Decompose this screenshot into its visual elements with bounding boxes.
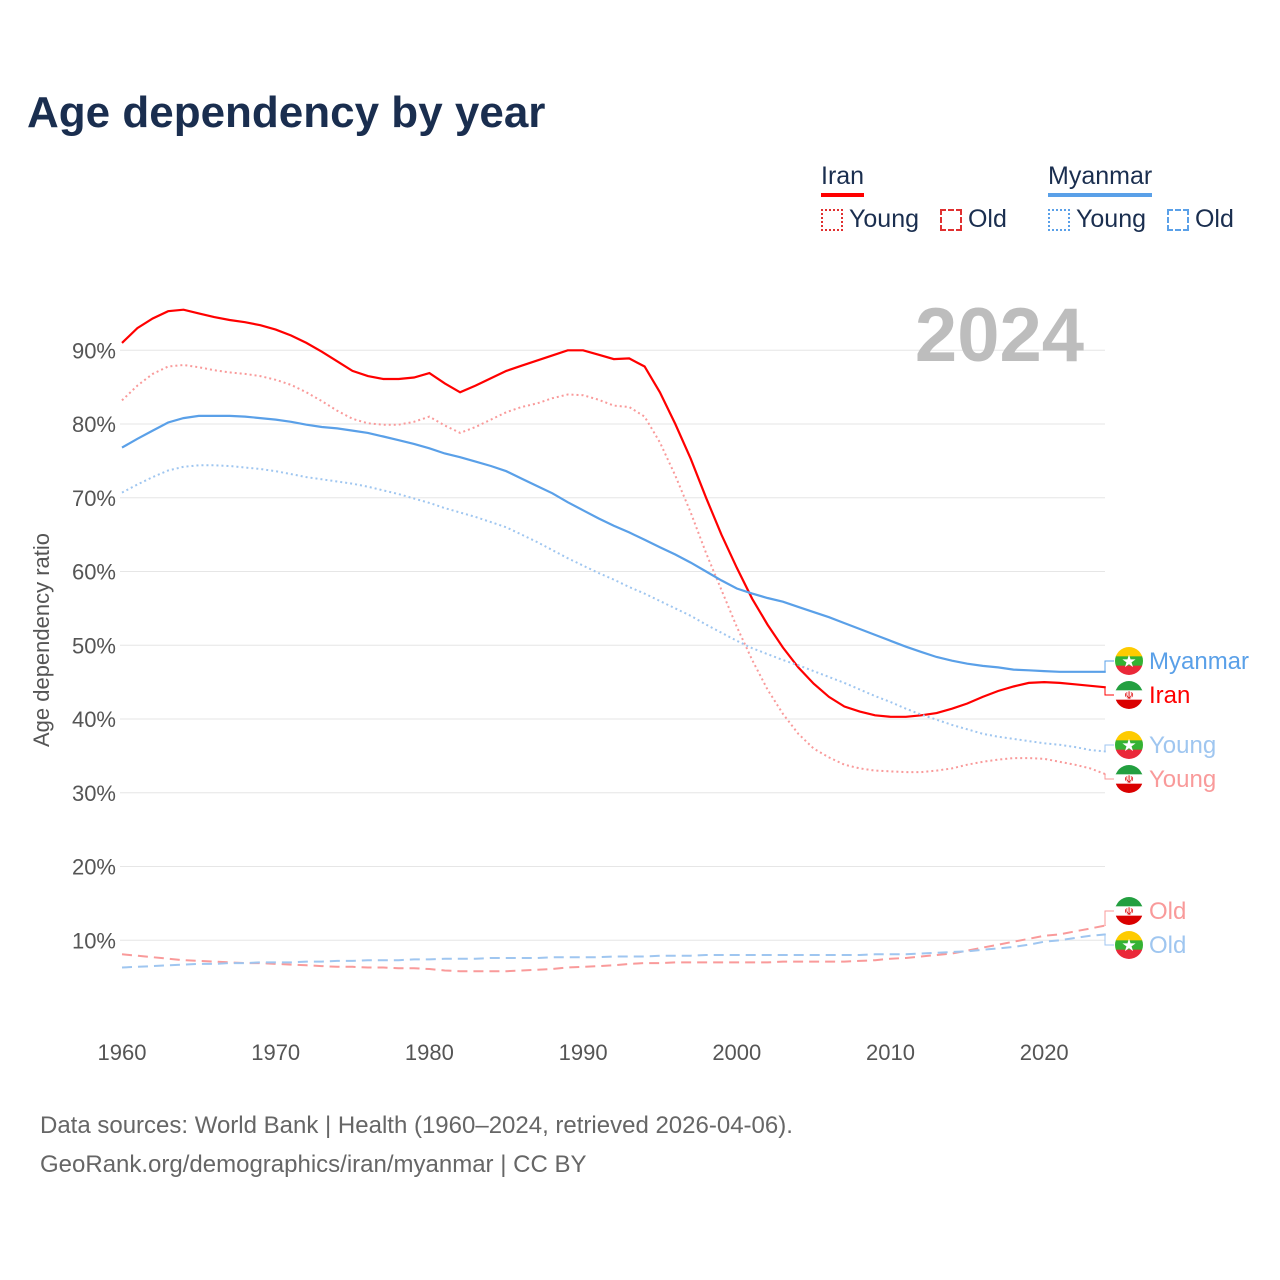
flag-emblem: ☫ [1124,774,1134,786]
flag-stripe [1115,665,1143,675]
legend-text: Old [1194,205,1234,233]
label-connector [1104,686,1114,696]
x-tick-label: 1990 [559,1040,608,1065]
legend-text: Young [849,205,919,233]
flag-emblem: ☫ [1124,690,1134,702]
flag-stripe [1115,915,1143,925]
legend-item-myanmar-young: Young [1048,205,1146,234]
y-axis-label: Age dependency ratio [29,532,54,748]
series-line-iran [121,308,1106,718]
legend-text: Young [1076,205,1146,233]
series-end-label: Young [1149,766,1216,793]
flag-star: ★ [1121,652,1136,671]
flag-stripe [1115,699,1143,709]
legend-group-myanmar: Myanmar Young Old [1048,162,1248,238]
flag-stripe [1115,940,1143,951]
y-tick-label: 10% [72,928,116,953]
series-end-label: Iran [1149,682,1190,709]
series-line-iran-young [121,363,1107,776]
myanmar-flag-icon: ★ [1115,731,1143,759]
flag-stripe [1115,897,1143,907]
y-tick-label: 60% [72,560,116,585]
x-tick-label: 1980 [405,1040,454,1065]
attribution-line: GeoRank.org/demographics/iran/myanmar | … [40,1151,587,1178]
x-tick-label: 2020 [1020,1040,1069,1065]
legend-label-iran: Iran [821,162,865,197]
flag-stripe [1115,731,1143,741]
flag-stripe [1115,681,1143,691]
y-tick-label: 50% [72,633,116,658]
flag-star: ★ [1121,936,1136,955]
iran-flag-icon: ☫ [1115,765,1143,793]
dashed-swatch-icon [939,208,962,231]
legend-label-myanmar: Myanmar [1048,162,1153,197]
x-tick-label: 1960 [98,1040,147,1065]
flag-stripe [1115,656,1143,667]
legend-item-myanmar-old: Old [1166,205,1234,234]
y-tick-label: 70% [72,486,116,511]
series-line-myanmar [121,414,1106,673]
series-line-iran-old [121,924,1106,973]
x-tick-label: 2010 [866,1040,915,1065]
label-connector [1104,910,1114,926]
chart-title: Age dependency by year [27,88,546,137]
label-connector [1104,744,1114,752]
label-connector [1104,660,1114,673]
myanmar-flag-icon: ★ [1115,931,1143,959]
flag-stripe [1115,740,1143,751]
flag-stripe [1115,931,1143,941]
y-tick-label: 40% [72,707,116,732]
source-note: Data sources: World Bank | Health (1960–… [40,1106,793,1184]
flag-stripe [1115,647,1143,657]
flag-stripe [1115,783,1143,793]
x-tick-label: 2000 [712,1040,761,1065]
flag-stripe [1115,949,1143,959]
series-line-myanmar-young [121,464,1106,753]
flag-stripe [1115,906,1143,917]
series-end-label: Old [1149,898,1186,925]
legend-item-iran-young: Young [821,205,919,234]
flag-emblem: ☫ [1124,906,1134,918]
label-connector [1104,773,1114,780]
flag-stripe [1115,765,1143,775]
y-tick-label: 30% [72,781,116,806]
myanmar-flag-icon: ★ [1115,647,1143,675]
dotted-swatch-icon [1048,208,1070,231]
legend-group-iran: Iran Young Old [821,162,1021,238]
legend-item-iran-old: Old [939,205,1007,234]
dotted-swatch-icon [821,208,843,231]
flag-stripe [1115,690,1143,701]
series-end-label: Myanmar [1149,648,1249,675]
series-end-label: Old [1149,932,1186,959]
series-line-myanmar-old [121,933,1106,969]
dashed-swatch-icon [1166,208,1189,231]
year-badge: 2024 [914,293,1084,378]
legend-text: Old [967,205,1007,233]
source-line: Data sources: World Bank | Health (1960–… [40,1112,793,1139]
x-tick-label: 1970 [251,1040,300,1065]
y-tick-label: 20% [72,855,116,880]
flag-stripe [1115,774,1143,785]
iran-flag-icon: ☫ [1115,681,1143,709]
flag-stripe [1115,749,1143,759]
series-end-label: Young [1149,732,1216,759]
y-tick-label: 90% [72,338,116,363]
label-connector [1104,933,1114,946]
y-tick-label: 80% [72,412,116,437]
flag-star: ★ [1121,736,1136,755]
iran-flag-icon: ☫ [1115,897,1143,925]
